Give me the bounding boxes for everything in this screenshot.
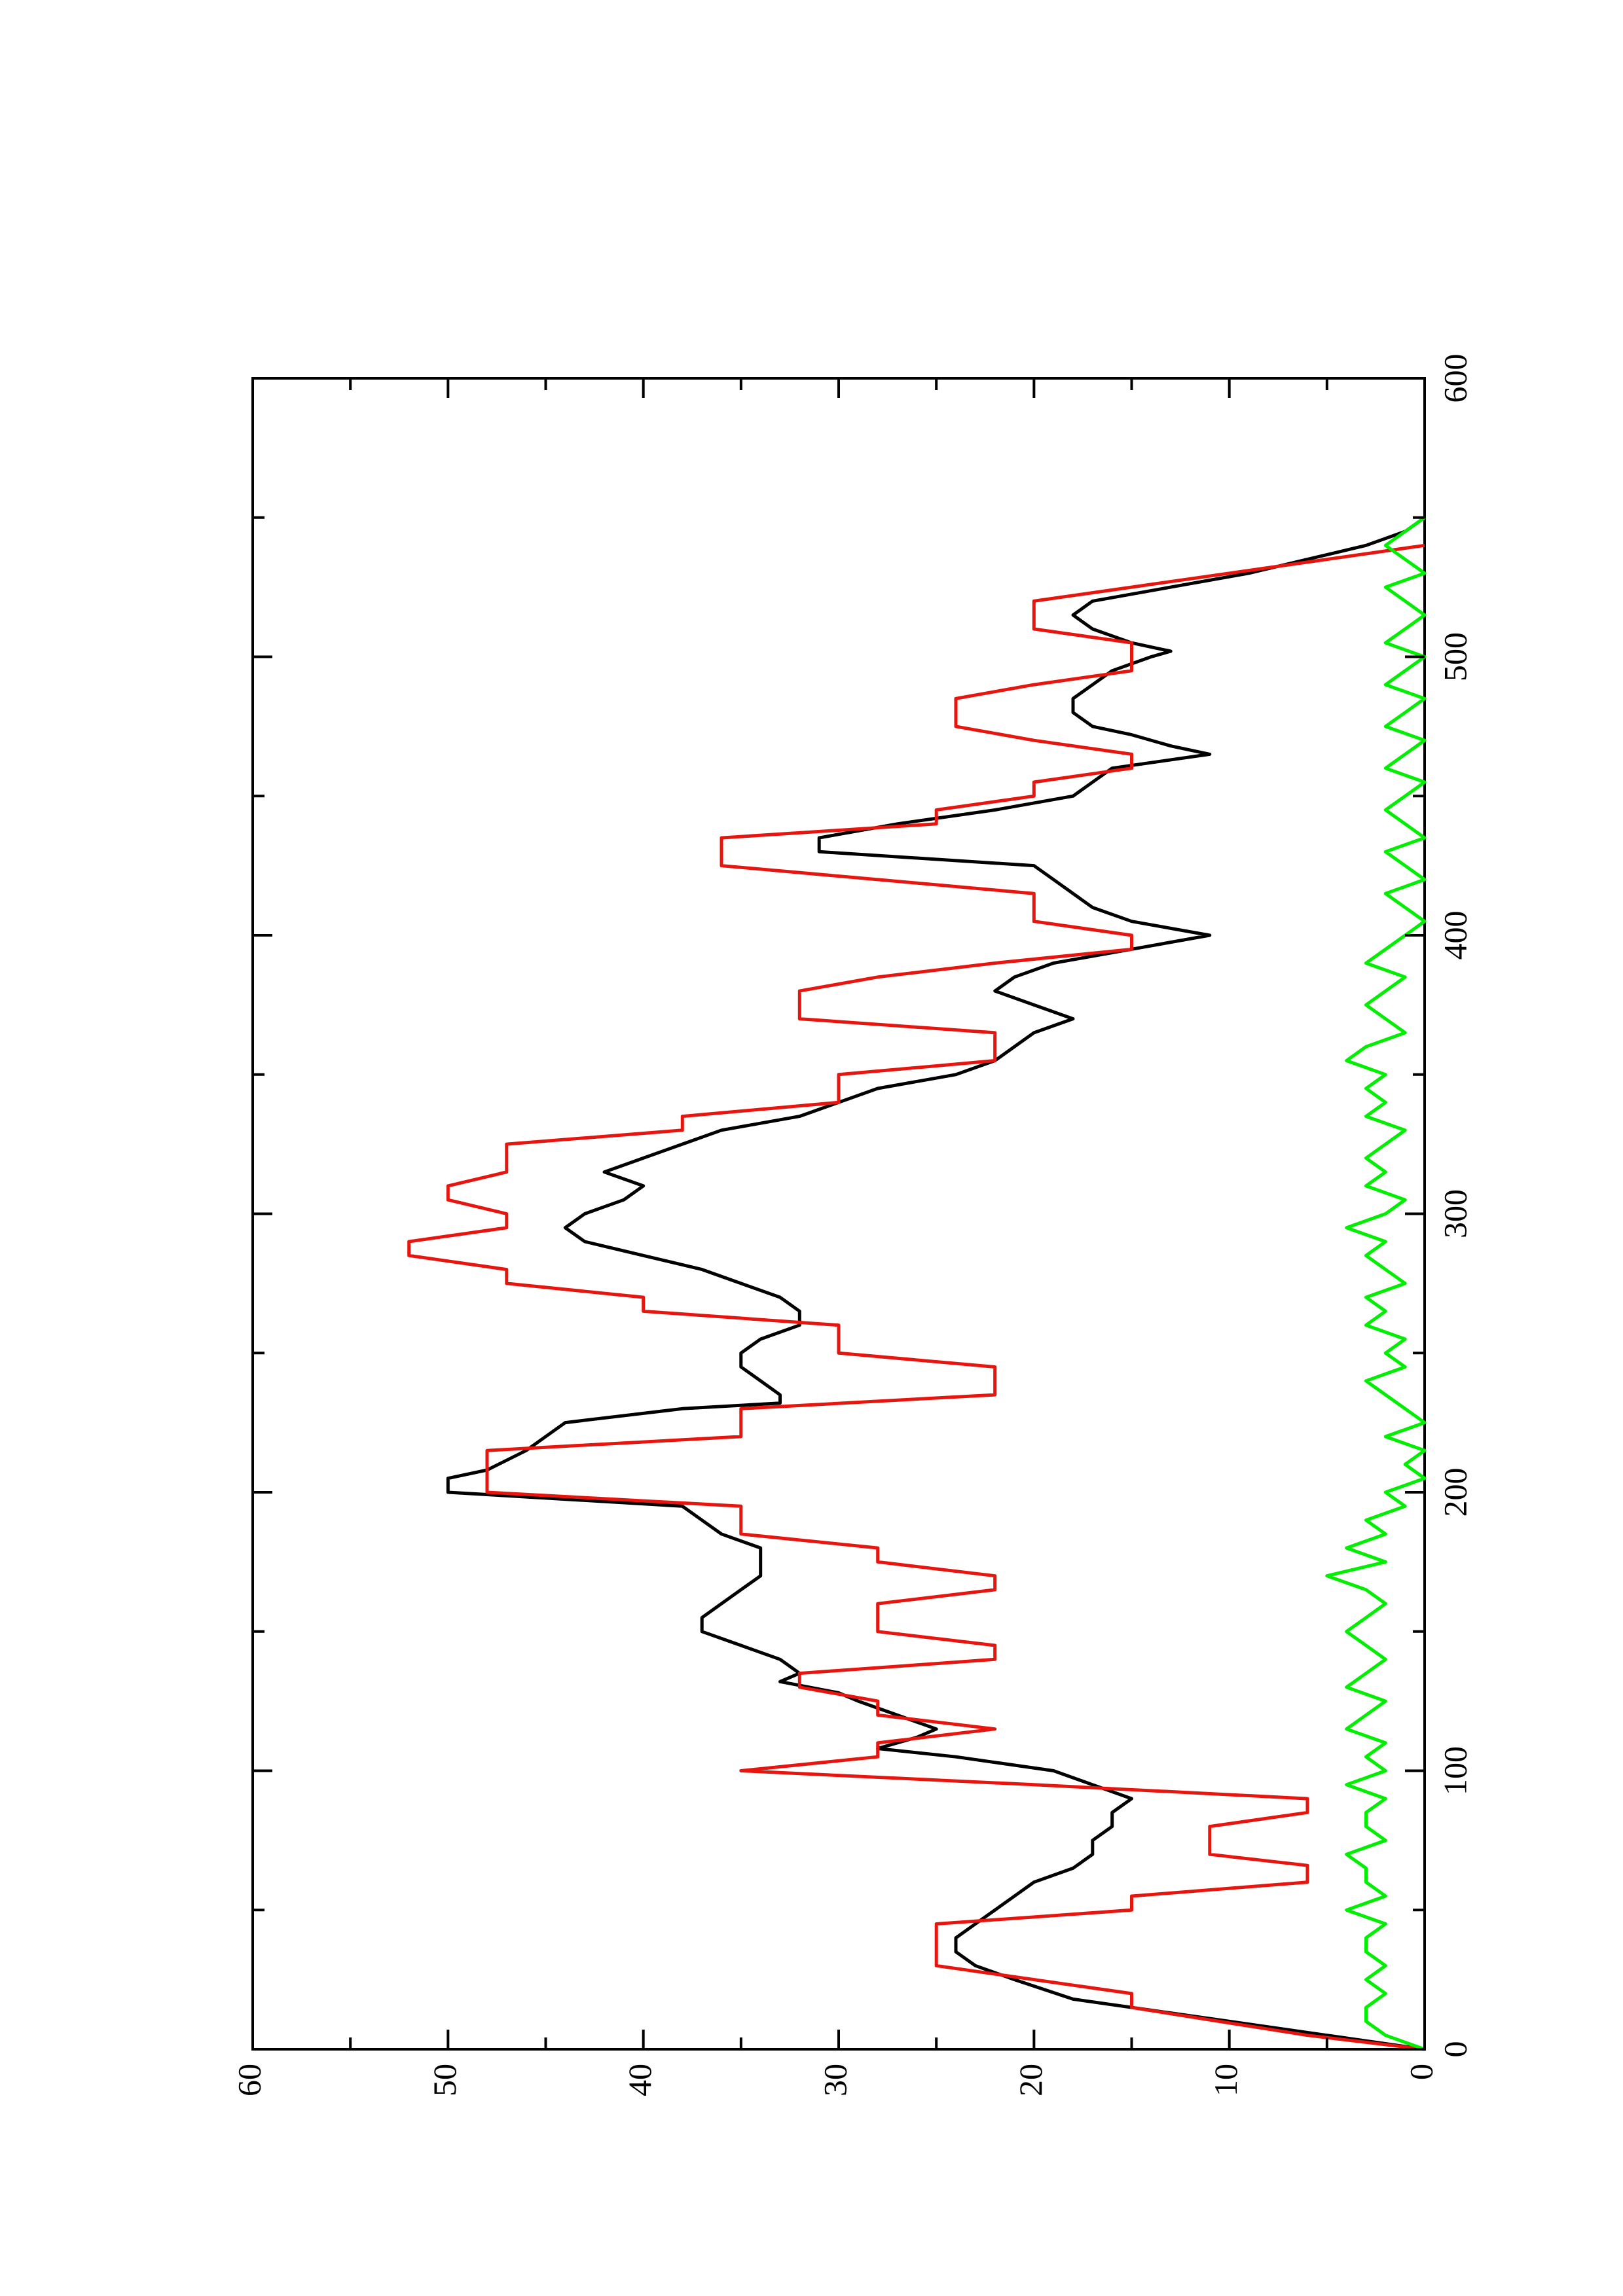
series-line-2 bbox=[407, 543, 1425, 2051]
x-tick-label: 400 bbox=[1436, 911, 1473, 960]
y-tick-label: 40 bbox=[621, 2064, 658, 2096]
x-axis-ticks: 0 100 200 300 400 500 600 bbox=[253, 354, 1473, 2058]
x-tick-label: 0 bbox=[1436, 2041, 1473, 2058]
y-tick-label: 10 bbox=[1207, 2064, 1244, 2096]
series-group bbox=[407, 516, 1427, 2051]
x-tick-label: 200 bbox=[1436, 1468, 1473, 1517]
x-tick-label: 600 bbox=[1436, 354, 1473, 403]
y-tick-label: 50 bbox=[426, 2064, 463, 2096]
series-line-3 bbox=[1325, 516, 1427, 2051]
y-tick-label: 0 bbox=[1402, 2064, 1439, 2080]
x-tick-label: 500 bbox=[1436, 632, 1473, 681]
series-line-1 bbox=[446, 516, 1426, 2051]
plot-frame bbox=[251, 377, 1426, 2051]
y-axis-ticks: 0 10 20 30 40 50 60 bbox=[230, 378, 1439, 2096]
x-tick-label: 100 bbox=[1436, 1746, 1473, 1795]
y-tick-label: 60 bbox=[230, 2064, 267, 2096]
x-tick-label: 300 bbox=[1436, 1189, 1473, 1238]
y-tick-label: 20 bbox=[1012, 2064, 1049, 2096]
plot-area bbox=[251, 377, 1427, 2051]
y-tick-label: 30 bbox=[816, 2064, 853, 2096]
